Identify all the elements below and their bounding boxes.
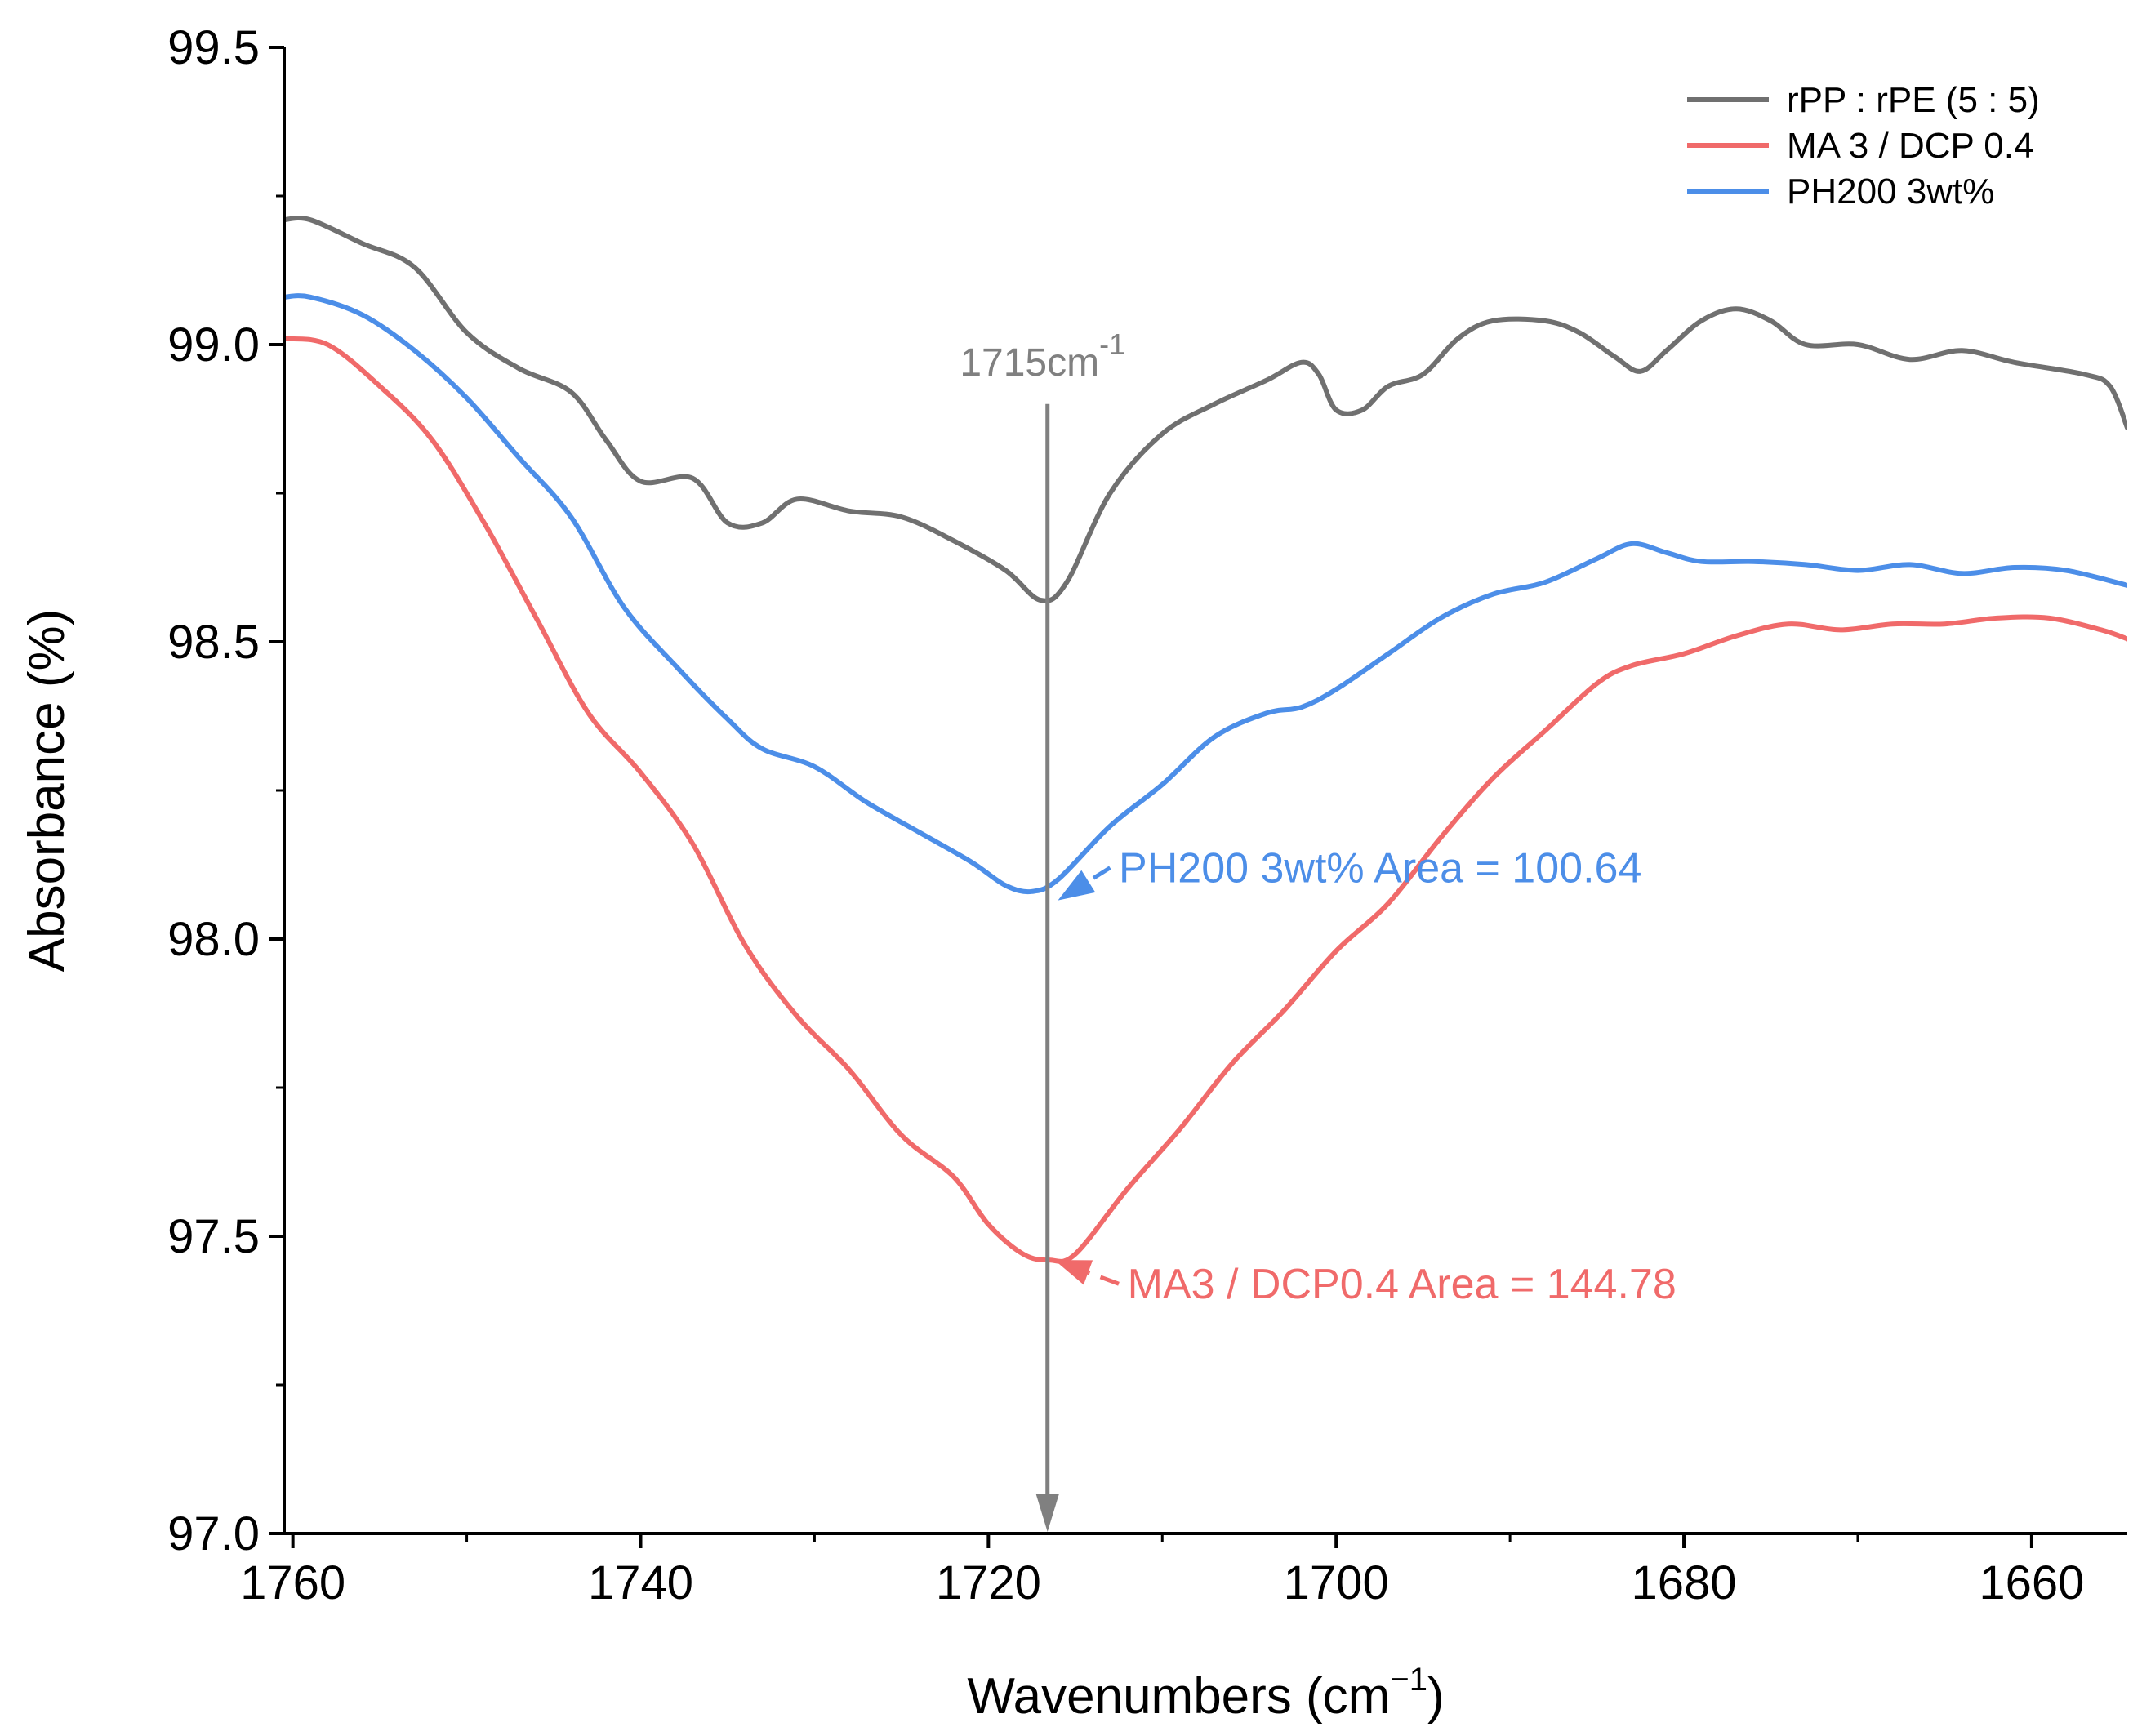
annotation-layer: 1715cm-1 PH200 3wt% Area = 100.64 MA3 / DC… [960,327,1677,1532]
area-annotation-arrowhead-1 [1054,1260,1093,1285]
y-axis-title: Absorbance (%) [19,609,75,973]
y-tick-label: 99.5 [167,21,260,74]
series-line-0 [284,215,2127,603]
x-tick-label: 1740 [588,1556,693,1609]
axis-layer: 97.0 97.5 98.0 98.5 99.0 99.5 1760 1740 1720 1700… [19,21,2127,1725]
legend: rPP : rPE (5 : 5) MA 3 / DCP 0.4 PH200 3wt… [1687,80,2040,211]
peak-marker-arrowhead [1035,1494,1059,1532]
area-annotation-label-1: MA3 / DCP0.4 Area = 144.78 [1128,1261,1677,1308]
y-tick-label: 97.0 [167,1507,260,1560]
x-tick-label: 1760 [240,1556,345,1609]
series-line-2 [284,293,2127,895]
y-tick-label: 97.5 [167,1210,260,1263]
area-annotation-arrow-0 [1087,866,1111,884]
series-layer [284,215,2127,1264]
x-tick-label: 1660 [1979,1556,2084,1609]
x-axis-title: Wavenumbers (cm−1) [967,1662,1444,1725]
peak-label: 1715cm-1 [960,327,1125,385]
series-line-1 [284,336,2127,1264]
area-annotation-arrowhead-0 [1058,870,1096,901]
legend-label-2: PH200 3wt% [1787,171,1994,211]
x-tick-label: 1700 [1284,1556,1389,1609]
y-tick-label: 98.0 [167,913,260,966]
area-annotation-label-0: PH200 3wt% Area = 100.64 [1119,845,1641,892]
y-tick-label: 99.0 [167,318,260,372]
x-tick-label: 1720 [936,1556,1041,1609]
legend-label-1: MA 3 / DCP 0.4 [1787,126,2033,166]
area-annotation-arrow-1 [1087,1271,1120,1286]
legend-label-0: rPP : rPE (5 : 5) [1787,80,2040,120]
x-tick-label: 1680 [1632,1556,1737,1609]
y-tick-label: 98.5 [167,616,260,669]
